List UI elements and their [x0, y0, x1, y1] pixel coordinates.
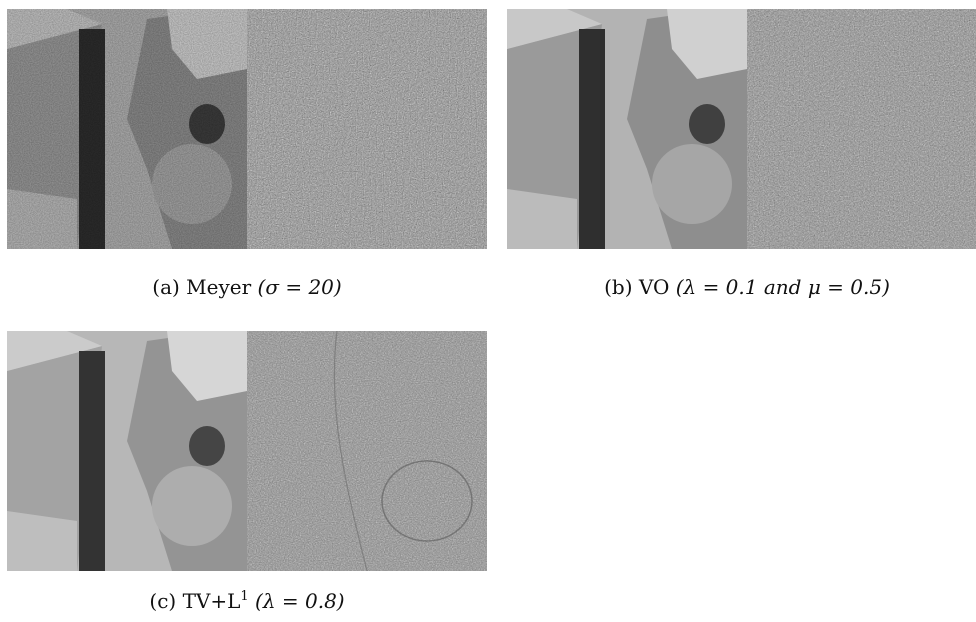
texture-panel-a: [247, 9, 487, 249]
decomposition-image-c: [7, 331, 487, 571]
figure-b: (b) VO (λ = 0.1 and μ = 0.5): [507, 9, 976, 299]
caption-b: (b) VO (λ = 0.1 and μ = 0.5): [604, 275, 890, 299]
decomposition-image-a: [7, 9, 487, 249]
cartoon-panel-b: [507, 9, 747, 249]
texture-panel-c: [247, 331, 487, 571]
figure-c: (c) TV+L1 (λ = 0.8): [7, 331, 487, 613]
cartoon-panel-c: [7, 331, 247, 571]
texture-panel-b: [747, 9, 976, 249]
decomposition-image-b: [507, 9, 976, 249]
caption-c: (c) TV+L1 (λ = 0.8): [149, 589, 345, 613]
caption-a: (a) Meyer (σ = 20): [152, 275, 342, 299]
figure-a: (a) Meyer (σ = 20): [7, 9, 487, 299]
cartoon-panel-a: [7, 9, 247, 249]
